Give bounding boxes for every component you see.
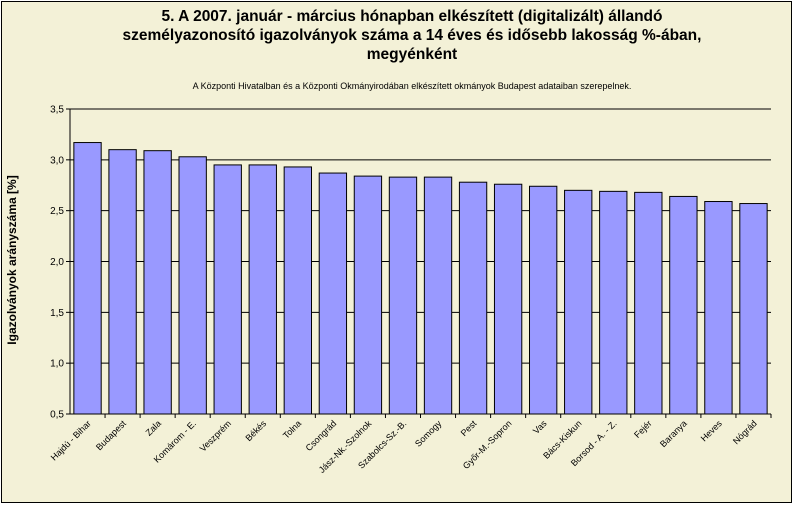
- bar: [529, 185, 558, 415]
- x-tick-label: Veszprém: [198, 418, 233, 453]
- bar: [634, 191, 663, 415]
- y-tick-label: 2,5: [50, 206, 64, 217]
- x-tick-label: Csongrád: [304, 418, 339, 453]
- bar: [248, 164, 277, 415]
- x-tick-label: Baranya: [658, 418, 689, 449]
- bar: [493, 183, 523, 415]
- x-tick-label: Budapest: [94, 418, 128, 452]
- bar: [669, 195, 698, 415]
- bar: [388, 176, 418, 415]
- x-tick-label: Vas: [531, 418, 549, 436]
- x-tick-label: Pest: [459, 418, 479, 438]
- y-tick-label: 3,0: [50, 155, 64, 166]
- chart-title-line: személyazonosító igazolványok száma a 14…: [122, 27, 702, 44]
- bar: [353, 175, 383, 415]
- bar: [283, 166, 312, 415]
- bar: [108, 149, 137, 415]
- bar: [599, 190, 628, 415]
- x-tick-label: Fejér: [632, 418, 654, 440]
- x-tick-label: Zala: [144, 418, 163, 437]
- chart-title-line: 5. A 2007. január - március hónapban elk…: [161, 8, 663, 25]
- x-tick-label: Hajdú - Bihar: [49, 418, 93, 462]
- bar: [73, 142, 102, 415]
- y-tick-label: 1,0: [50, 359, 64, 370]
- chart-title-line: megyénként: [366, 46, 458, 63]
- bar: [178, 156, 207, 415]
- x-tick-label: Nógrád: [731, 418, 759, 446]
- x-tick-label: Tolna: [281, 418, 303, 440]
- bar: [739, 203, 768, 415]
- y-tick-label: 0,5: [50, 410, 64, 421]
- bar: [704, 201, 733, 415]
- bar: [143, 150, 172, 415]
- y-tick-label: 1,5: [50, 308, 64, 319]
- x-tick-label: Békés: [243, 418, 268, 443]
- bar: [423, 176, 453, 415]
- bar: [564, 189, 593, 415]
- chart-title: 5. A 2007. január - március hónapban elk…: [62, 7, 762, 64]
- y-tick-label: 2,0: [50, 257, 64, 268]
- bar: [213, 164, 242, 415]
- bar: [318, 172, 348, 415]
- chart-subtitle: A Központi Hivatalban és a Központi Okmá…: [192, 81, 632, 91]
- x-tick-label: Heves: [699, 418, 724, 443]
- bar: [458, 181, 488, 415]
- y-tick-label: 3,5: [50, 105, 64, 116]
- x-tick-label: Somogy: [413, 418, 444, 449]
